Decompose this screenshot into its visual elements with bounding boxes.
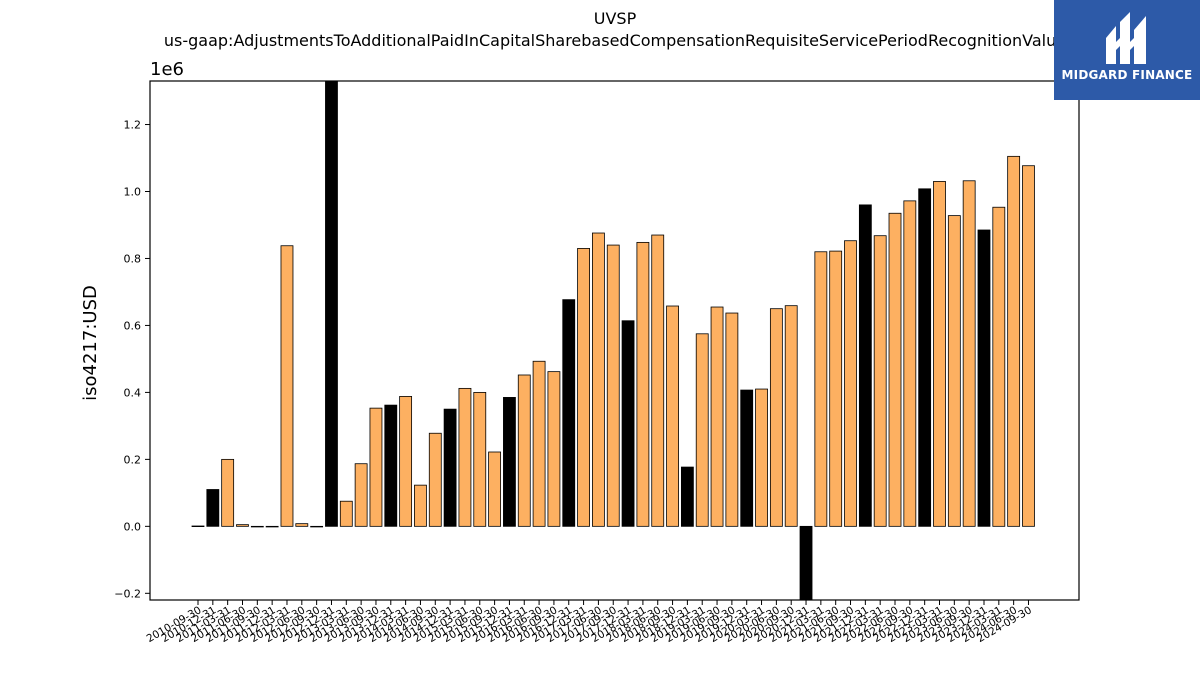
bar (265, 525, 279, 528)
bar (369, 407, 383, 527)
bar (221, 458, 235, 527)
chart-subtitle: us-gaap:AdjustmentsToAdditionalPaidInCap… (164, 31, 1066, 50)
bar (621, 320, 635, 527)
bar (903, 200, 917, 527)
bar (443, 408, 457, 527)
bar (651, 234, 665, 527)
midgard-finance-logo: MIDGARD FINANCE (1054, 0, 1200, 100)
bar (947, 215, 961, 527)
bar (918, 188, 932, 527)
bar (503, 397, 516, 527)
bar (191, 525, 205, 528)
y-offset-label: 1e6 (150, 59, 184, 80)
y-tick-label: 0.6 (124, 319, 142, 332)
bar (384, 404, 398, 527)
bar (414, 484, 427, 527)
bar (784, 305, 798, 527)
bar (399, 396, 413, 527)
y-axis: −0.2 0.0 0.2 0.4 0.6 0.8 1.0 1.2 (114, 119, 150, 600)
chart-title: UVSP (594, 9, 637, 28)
bar (1022, 165, 1035, 527)
bar (473, 391, 487, 527)
bar (992, 206, 1006, 527)
y-tick-label: 1.2 (124, 119, 142, 132)
y-tick-label: 0.4 (124, 386, 142, 399)
bar (740, 389, 754, 527)
bar (354, 463, 368, 527)
bar (666, 305, 679, 527)
y-tick-label: −0.2 (114, 587, 141, 600)
y-axis-label: iso4217:USD (80, 285, 101, 401)
bar (488, 451, 502, 527)
bar (310, 525, 324, 528)
bar (606, 244, 620, 527)
x-axis: 2010-09-302010-12-312011-03-312011-06-30… (145, 600, 1034, 645)
bar (280, 245, 294, 527)
bar (236, 524, 249, 527)
bar (710, 306, 724, 527)
y-tick-label: 0.8 (124, 252, 142, 265)
bar (547, 371, 561, 527)
bar (428, 432, 442, 527)
bars-group (191, 80, 1035, 601)
bar (577, 248, 590, 527)
bar (1007, 155, 1021, 527)
bar (592, 232, 605, 527)
bar (769, 308, 783, 527)
midgard-logo-icon (1106, 12, 1146, 64)
bar (517, 374, 531, 527)
bar (962, 180, 976, 527)
bar (295, 523, 309, 527)
y-tick-label: 0.2 (124, 453, 142, 466)
bar (977, 229, 991, 527)
bar (680, 466, 694, 527)
bar (695, 333, 709, 527)
plot-frame (149, 80, 1080, 601)
bar (325, 80, 338, 527)
bar (814, 251, 828, 527)
bar (858, 204, 872, 527)
logo-text: MIDGARD FINANCE (1061, 68, 1193, 82)
bar (844, 240, 857, 527)
bar (458, 387, 472, 527)
bar (206, 489, 220, 527)
bar (250, 525, 264, 528)
bar (725, 312, 739, 527)
bar (933, 181, 946, 527)
bar (873, 235, 887, 527)
bar (562, 299, 576, 527)
bar (829, 250, 843, 527)
bar (532, 360, 546, 527)
bar (339, 500, 353, 527)
y-tick-label: 1.0 (124, 185, 142, 198)
bar (799, 525, 813, 601)
bar (636, 241, 650, 527)
bar (755, 388, 768, 527)
bar (888, 212, 902, 527)
y-tick-label: 0.0 (124, 520, 142, 533)
